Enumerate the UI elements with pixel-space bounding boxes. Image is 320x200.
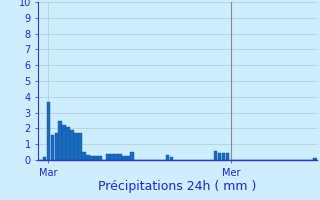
- Bar: [94, 156, 98, 160]
- Bar: [170, 157, 173, 160]
- Bar: [70, 130, 74, 160]
- Bar: [110, 154, 114, 160]
- Bar: [82, 152, 86, 160]
- Bar: [54, 133, 58, 160]
- Bar: [126, 156, 130, 160]
- Bar: [118, 154, 122, 160]
- Bar: [46, 102, 50, 160]
- Bar: [78, 133, 82, 160]
- Bar: [90, 156, 94, 160]
- Bar: [86, 155, 90, 160]
- Bar: [74, 133, 78, 160]
- Bar: [62, 125, 66, 160]
- Bar: [67, 127, 70, 160]
- Bar: [122, 156, 126, 160]
- Bar: [59, 120, 62, 160]
- Bar: [114, 154, 118, 160]
- X-axis label: Précipitations 24h ( mm ): Précipitations 24h ( mm ): [99, 180, 257, 193]
- Bar: [43, 157, 46, 160]
- Bar: [98, 156, 102, 160]
- Bar: [218, 153, 221, 160]
- Bar: [51, 135, 54, 160]
- Bar: [226, 153, 229, 160]
- Bar: [313, 158, 316, 160]
- Bar: [106, 154, 110, 160]
- Bar: [213, 151, 217, 160]
- Bar: [166, 155, 170, 160]
- Bar: [130, 152, 134, 160]
- Bar: [221, 153, 225, 160]
